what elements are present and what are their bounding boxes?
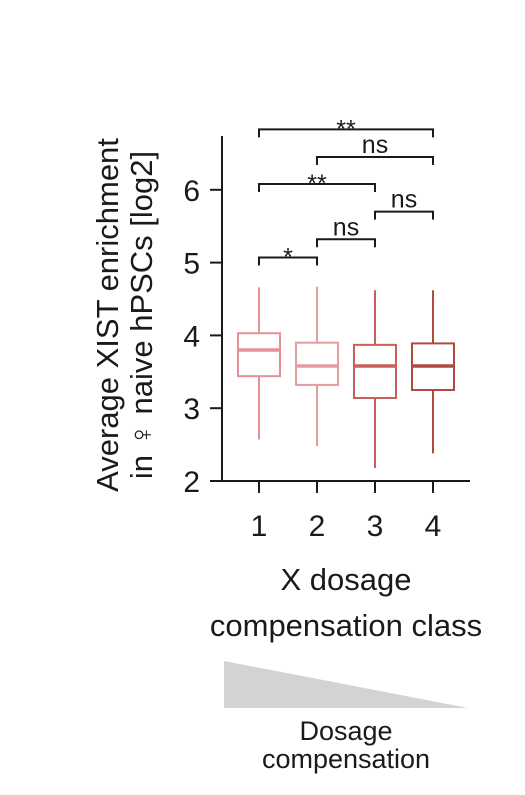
y-tick-label: 5 xyxy=(183,248,200,281)
gradient-caption-line2: compensation xyxy=(262,744,430,774)
significance-label: ns xyxy=(391,186,417,214)
axes xyxy=(221,136,470,482)
bracket-line xyxy=(316,156,434,166)
x-tick-label: 3 xyxy=(367,510,384,543)
iqr-box xyxy=(295,341,339,386)
box-3 xyxy=(353,290,397,468)
comparison-2-4: ns xyxy=(316,131,434,166)
comparison-1-2: * xyxy=(258,244,318,272)
x-ticks: 1 2 3 4 xyxy=(251,481,442,543)
significance-label: ns xyxy=(333,213,359,241)
box-4 xyxy=(411,290,455,454)
x-tick-label: 4 xyxy=(425,510,442,543)
y-tick-label: 2 xyxy=(183,466,200,499)
bracket-line xyxy=(258,256,318,266)
y-axis-label-line1: Average XIST enrichment xyxy=(90,138,125,492)
y-tick-label: 4 xyxy=(183,320,200,353)
iqr-box xyxy=(237,332,281,378)
significance-label: ** xyxy=(336,115,356,143)
dosage-compensation-gradient xyxy=(224,661,468,708)
comparison-1-3: ** xyxy=(258,170,376,198)
x-axis-label-line2: compensation class xyxy=(210,608,482,643)
x-axis-label-line1: X dosage xyxy=(281,562,412,597)
significance-label: ** xyxy=(307,170,327,198)
comparison-3-4: ns xyxy=(374,186,434,220)
comparison-1-4: ** xyxy=(258,115,434,143)
y-ticks: 2 3 4 5 6 xyxy=(183,175,222,499)
box-2 xyxy=(295,286,339,447)
x-tick-label: 1 xyxy=(251,510,268,543)
bracket-line xyxy=(258,128,434,138)
boxes xyxy=(237,286,455,468)
significance-label: ns xyxy=(362,131,388,159)
y-tick-label: 3 xyxy=(183,393,200,426)
bracket-line xyxy=(374,210,434,220)
box-1 xyxy=(237,287,281,440)
bracket-line xyxy=(258,182,376,192)
x-tick-label: 2 xyxy=(309,510,326,543)
gradient-caption-line1: Dosage xyxy=(299,716,392,746)
iqr-box xyxy=(353,343,397,400)
significance-label: * xyxy=(283,244,293,272)
y-axis-label-line2: in ♀ naive hPSCs [log2] xyxy=(124,151,159,479)
y-tick-label: 6 xyxy=(183,175,200,208)
comparison-2-3: ns xyxy=(316,213,376,248)
bracket-line xyxy=(316,238,376,248)
